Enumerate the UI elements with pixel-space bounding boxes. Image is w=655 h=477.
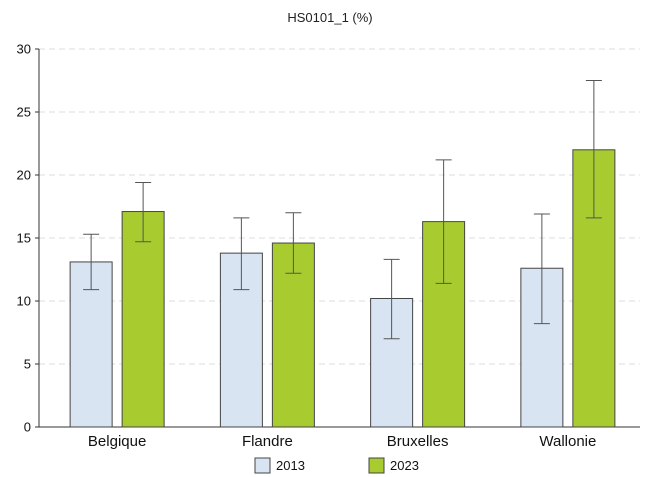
x-axis-labels: Belgique Flandre Bruxelles Wallonie	[88, 433, 596, 450]
bar-belgique-2023	[121, 211, 165, 428]
y-tick-label-15: 15	[17, 231, 31, 246]
legend: 2013 2023	[254, 457, 419, 474]
y-tick-label-25: 25	[17, 105, 31, 120]
legend-label-2013: 2013	[276, 458, 305, 473]
legend-swatch-2023	[368, 457, 385, 474]
x-tick-label-flandre: Flandre	[242, 433, 293, 450]
legend-swatch-2013	[254, 457, 271, 474]
y-tick-label-10: 10	[17, 294, 31, 309]
bars	[69, 149, 616, 428]
y-tick-label-30: 30	[17, 42, 31, 57]
x-tick-label-wallonie: Wallonie	[539, 433, 596, 450]
x-tick-label-bruxelles: Bruxelles	[387, 433, 449, 450]
y-axis-labels: 0 5 10 15 20 25 30	[17, 42, 31, 435]
error-bars	[83, 80, 602, 340]
legend-label-2023: 2023	[390, 458, 419, 473]
x-tick-label-belgique: Belgique	[88, 433, 146, 450]
y-tick-label-0: 0	[24, 420, 31, 435]
chart-title: HS0101_1 (%)	[287, 10, 372, 25]
y-tick-label-20: 20	[17, 168, 31, 183]
y-tick-label-5: 5	[24, 357, 31, 372]
